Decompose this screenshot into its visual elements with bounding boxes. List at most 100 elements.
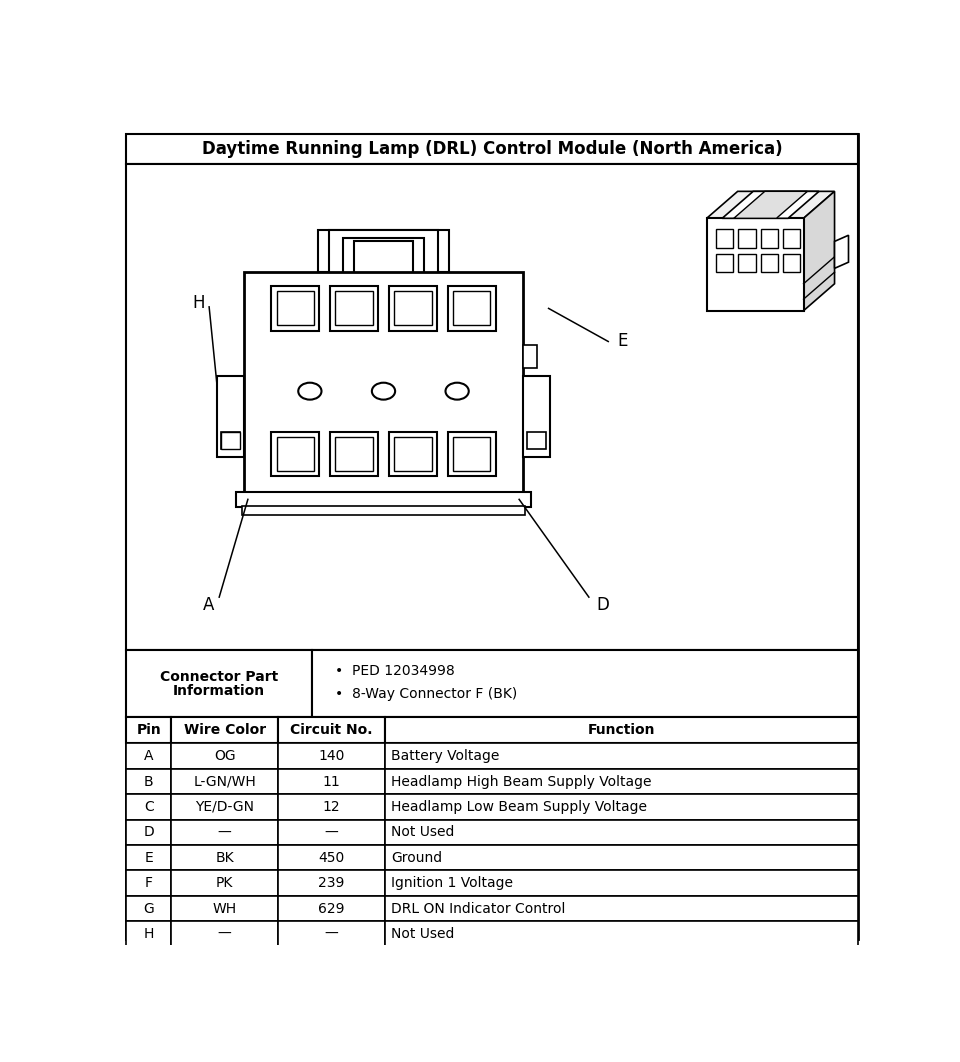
- Bar: [278, 922, 385, 946]
- Bar: [236, 492, 531, 507]
- Bar: [171, 717, 278, 743]
- Bar: [278, 743, 385, 769]
- Text: 11: 11: [323, 774, 341, 789]
- Bar: [244, 272, 523, 492]
- Bar: [335, 291, 372, 325]
- Text: Daytime Running Lamp (DRL) Control Module (North America): Daytime Running Lamp (DRL) Control Modul…: [202, 140, 782, 158]
- Bar: [278, 871, 385, 896]
- Bar: [738, 254, 756, 272]
- Bar: [126, 165, 858, 650]
- Bar: [335, 436, 372, 470]
- Bar: [278, 794, 385, 820]
- Text: H: H: [143, 927, 154, 941]
- Text: Connector Part: Connector Part: [160, 670, 278, 684]
- Text: 239: 239: [319, 876, 345, 890]
- Bar: [278, 717, 385, 743]
- Text: E: E: [144, 851, 153, 864]
- Text: DRL ON Indicator Control: DRL ON Indicator Control: [392, 902, 565, 915]
- Bar: [171, 871, 278, 896]
- Bar: [126, 896, 171, 922]
- Bar: [171, 922, 278, 946]
- Bar: [389, 286, 437, 330]
- Text: Not Used: Not Used: [392, 825, 455, 839]
- Bar: [395, 291, 432, 325]
- Bar: [761, 229, 778, 247]
- Text: F: F: [145, 876, 153, 890]
- Bar: [126, 717, 171, 743]
- Bar: [271, 286, 319, 330]
- Bar: [385, 794, 858, 820]
- Text: 629: 629: [319, 902, 345, 915]
- Bar: [783, 229, 801, 247]
- Bar: [385, 743, 858, 769]
- Bar: [171, 845, 278, 871]
- Bar: [447, 431, 496, 476]
- Text: Headlamp Low Beam Supply Voltage: Headlamp Low Beam Supply Voltage: [392, 800, 647, 813]
- Text: —: —: [218, 927, 231, 941]
- Bar: [523, 345, 537, 369]
- Ellipse shape: [372, 382, 396, 399]
- Bar: [330, 431, 378, 476]
- Bar: [330, 286, 378, 330]
- Text: OG: OG: [214, 749, 235, 764]
- Text: Headlamp High Beam Supply Voltage: Headlamp High Beam Supply Voltage: [392, 774, 652, 789]
- Bar: [171, 794, 278, 820]
- Text: Circuit No.: Circuit No.: [290, 723, 372, 737]
- Bar: [126, 922, 171, 946]
- Bar: [527, 432, 546, 449]
- Text: Information: Information: [173, 684, 265, 698]
- Bar: [126, 871, 171, 896]
- Text: D: D: [596, 596, 610, 614]
- Polygon shape: [733, 191, 807, 219]
- Text: Battery Voltage: Battery Voltage: [392, 749, 499, 764]
- Ellipse shape: [445, 382, 468, 399]
- Bar: [278, 820, 385, 845]
- Bar: [453, 436, 491, 470]
- Text: B: B: [144, 774, 154, 789]
- Bar: [171, 820, 278, 845]
- Bar: [447, 286, 496, 330]
- Bar: [278, 896, 385, 922]
- Bar: [171, 769, 278, 794]
- Bar: [761, 254, 778, 272]
- Text: Function: Function: [588, 723, 655, 737]
- Bar: [217, 376, 244, 457]
- Text: G: G: [143, 902, 154, 915]
- Text: C: C: [144, 800, 154, 813]
- Bar: [395, 436, 432, 470]
- Text: E: E: [617, 332, 628, 350]
- Bar: [707, 219, 804, 311]
- Bar: [354, 241, 413, 284]
- Ellipse shape: [299, 382, 322, 399]
- Bar: [318, 229, 449, 272]
- Text: PK: PK: [216, 876, 233, 890]
- Text: —: —: [218, 825, 231, 839]
- Bar: [126, 769, 171, 794]
- Bar: [783, 254, 801, 272]
- Text: —: —: [324, 825, 339, 839]
- Bar: [385, 871, 858, 896]
- Bar: [243, 506, 524, 515]
- Text: Pin: Pin: [136, 723, 161, 737]
- Bar: [221, 432, 240, 449]
- Text: A: A: [203, 596, 214, 614]
- Bar: [385, 896, 858, 922]
- Bar: [738, 229, 756, 247]
- Bar: [389, 431, 437, 476]
- Bar: [312, 650, 858, 717]
- Bar: [716, 254, 733, 272]
- Bar: [126, 650, 312, 717]
- Text: •  PED 12034998: • PED 12034998: [335, 664, 455, 679]
- Bar: [385, 845, 858, 871]
- Bar: [385, 769, 858, 794]
- Bar: [126, 820, 171, 845]
- Text: Not Used: Not Used: [392, 927, 455, 941]
- Bar: [221, 432, 240, 449]
- Text: BK: BK: [215, 851, 234, 864]
- Bar: [276, 291, 314, 325]
- Bar: [716, 229, 733, 247]
- Text: L-GN/WH: L-GN/WH: [193, 774, 256, 789]
- Bar: [171, 896, 278, 922]
- Bar: [453, 291, 491, 325]
- Bar: [523, 376, 550, 457]
